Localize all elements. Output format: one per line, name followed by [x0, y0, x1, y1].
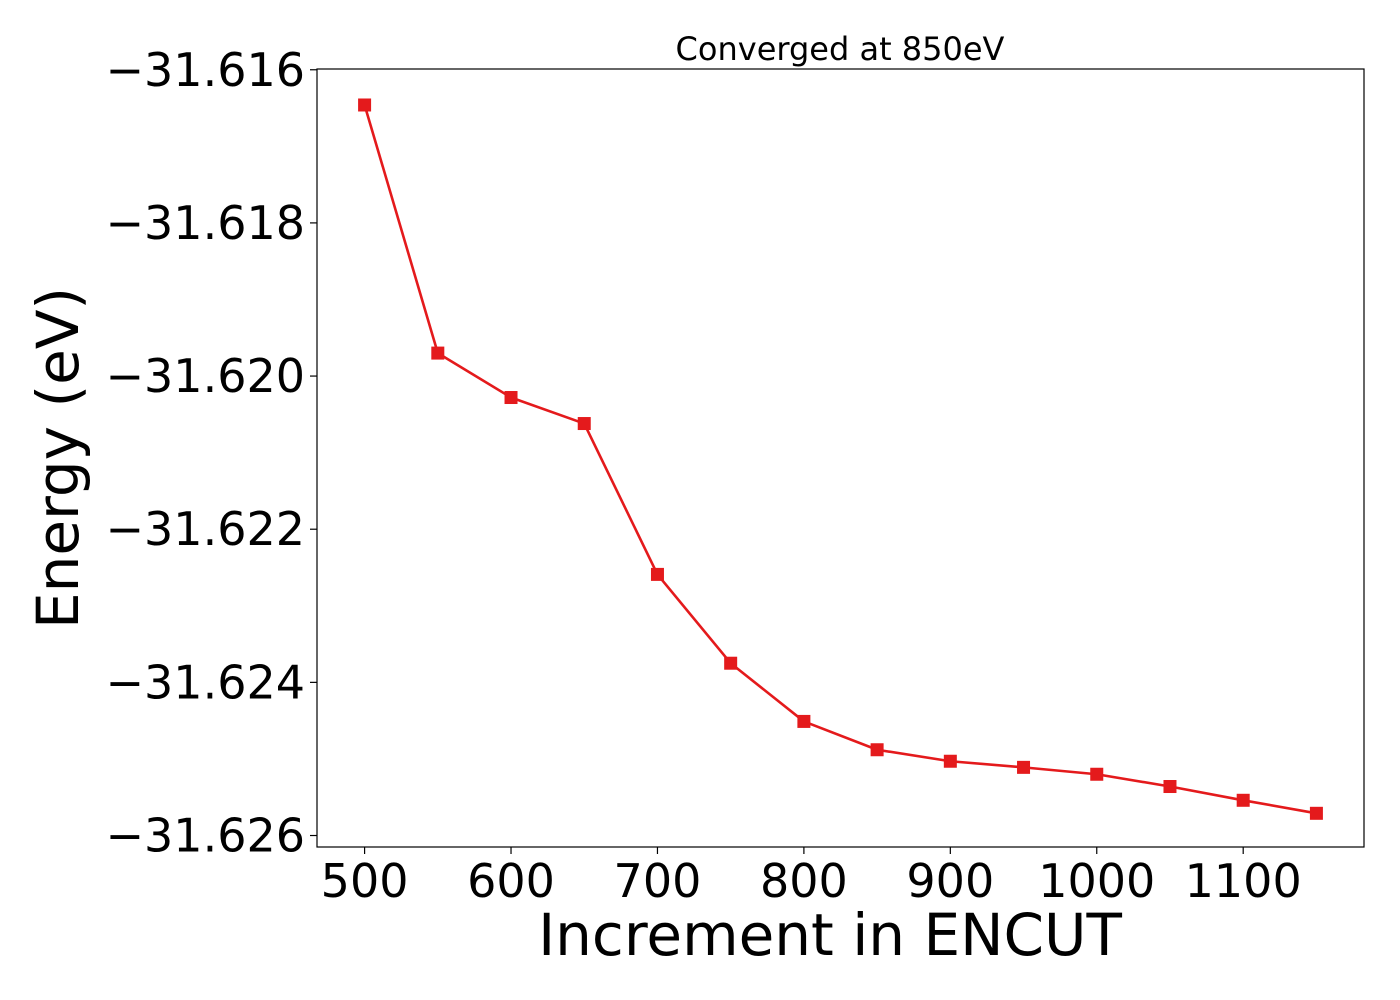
- y-axis: −31.616 −31.618 −31.620 −31.622 −31.624 −31.6…: [106, 43, 317, 863]
- data-point-marker: [870, 743, 884, 757]
- y-tick-label: −31.618: [106, 196, 306, 250]
- y-tick-label: −31.624: [106, 655, 306, 709]
- data-point-marker: [1090, 767, 1104, 781]
- x-tick-label: 900: [906, 854, 994, 908]
- x-tick-label: 800: [760, 854, 848, 908]
- data-point-marker: [577, 417, 591, 431]
- data-point-marker: [1236, 793, 1250, 807]
- x-tick-label: 600: [467, 854, 555, 908]
- y-tick-label: −31.622: [106, 502, 306, 556]
- plot-frame: [316, 68, 1365, 848]
- series-line-0: [363, 104, 1317, 815]
- data-point-marker: [797, 714, 811, 728]
- data-point-marker: [431, 346, 445, 360]
- plot-area: [358, 98, 1323, 820]
- x-axis: 500 600 700 800 900 1000 1100: [321, 847, 1302, 908]
- data-point-marker: [1163, 780, 1177, 794]
- data-point-marker: [1309, 806, 1323, 820]
- data-point-marker: [358, 98, 372, 112]
- data-point-marker: [724, 656, 738, 670]
- data-point-marker: [943, 754, 957, 768]
- x-tick-label: 700: [614, 854, 702, 908]
- x-tick-label: 500: [321, 854, 409, 908]
- y-tick-label: −31.626: [106, 809, 306, 863]
- x-tick-label: 1000: [1038, 854, 1155, 908]
- y-tick-label: −31.616: [106, 43, 306, 97]
- x-tick-label: 1100: [1185, 854, 1302, 908]
- chart-title: Converged at 850eV: [676, 30, 1005, 68]
- y-axis-title: Energy (eV): [24, 287, 92, 629]
- data-point-marker: [650, 567, 664, 581]
- x-axis-title: Increment in ENCUT: [538, 901, 1122, 969]
- data-point-marker: [504, 391, 518, 405]
- data-point-marker: [1017, 760, 1031, 774]
- y-tick-label: −31.620: [106, 349, 306, 403]
